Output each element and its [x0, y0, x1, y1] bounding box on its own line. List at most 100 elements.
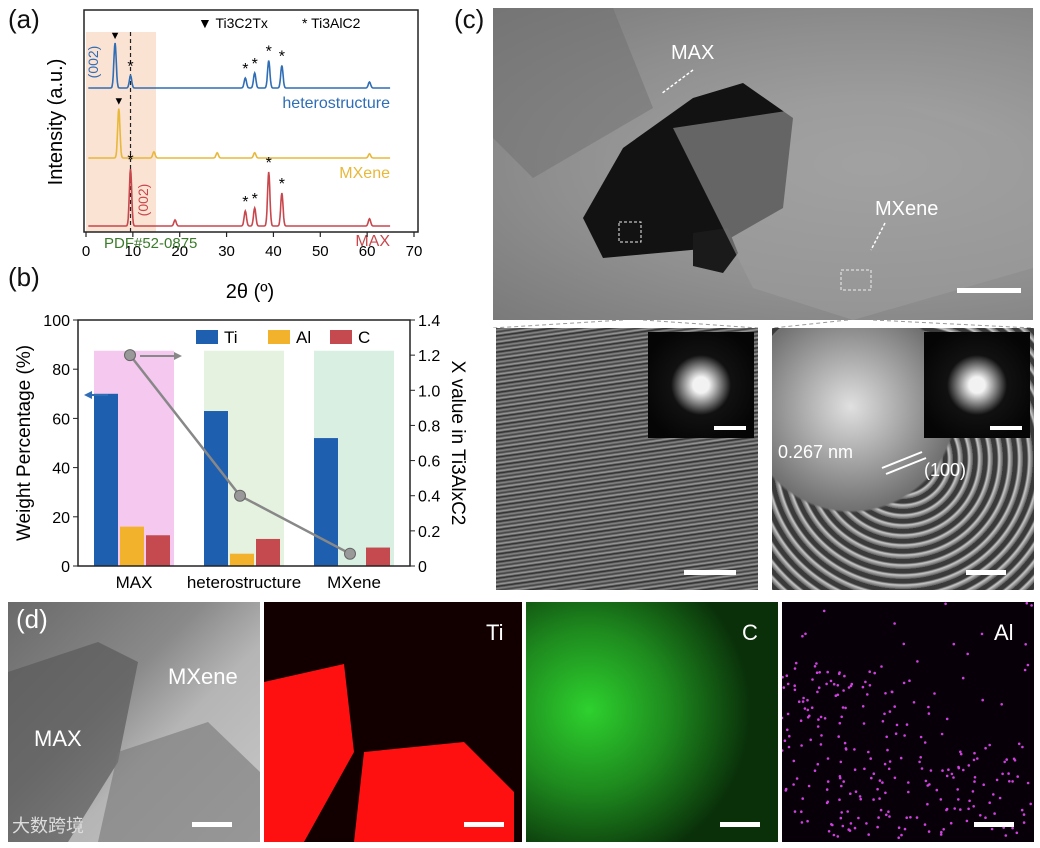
- hrtem-max-image: [496, 328, 758, 590]
- legend-label: Ti: [224, 328, 238, 347]
- bar-ti: [204, 411, 228, 566]
- eds-label-mxene: MXene: [168, 664, 238, 689]
- hrtem-mxene-image: 0.267 nm (100): [772, 328, 1034, 590]
- xrd-series-line: [88, 168, 391, 227]
- xrd-peak-marker: *: [266, 44, 272, 61]
- scale-bar: [684, 570, 736, 575]
- xrd-series-line: [88, 42, 391, 89]
- saed-max-inset: [648, 332, 754, 438]
- bar-y2tick-label: 1.4: [418, 313, 440, 330]
- left-arrow-head: [84, 391, 92, 399]
- xrd-peak-marker: *: [242, 61, 248, 78]
- xrd-peak-marker: *: [266, 155, 272, 172]
- highlight-band: [86, 32, 156, 232]
- xrd-series-label: heterostructure: [282, 95, 390, 112]
- plane-label: (100): [924, 460, 967, 480]
- bar-ti: [94, 393, 118, 566]
- eds-map-label-ti: Ti: [486, 620, 504, 645]
- panel-label-a: (a): [8, 4, 40, 34]
- bar-ytick-label: 0: [61, 559, 70, 576]
- xrd-ylabel: Intensity (a.u.): [45, 59, 67, 186]
- d-spacing-label: 0.267 nm: [778, 442, 854, 462]
- bar-ytick-label: 100: [43, 313, 70, 330]
- bar-ylabel: Weight Percentage (%): [14, 345, 35, 541]
- bar-c: [146, 535, 170, 566]
- xrd-series-line: [88, 108, 391, 159]
- legend-swatch: [330, 330, 352, 344]
- scale-bar: [720, 822, 760, 827]
- xrd-peak-marker: *: [242, 194, 248, 211]
- xrd-series-label: MXene: [339, 165, 390, 182]
- bar-category-label: heterostructure: [187, 573, 301, 592]
- bar-ytick-label: 60: [52, 411, 70, 428]
- bar-category-label: MXene: [327, 573, 381, 592]
- panel-label-c: (c): [454, 4, 485, 34]
- scale-bar: [192, 822, 232, 827]
- xrd-xlabel: 2θ (º): [226, 281, 274, 303]
- right-arrow-head: [174, 352, 182, 360]
- bar-y2tick-label: 0.2: [418, 524, 440, 541]
- legend-ti3alc2: * Ti3AlC2: [302, 15, 361, 31]
- watermark: 大数跨境: [12, 816, 84, 836]
- xrd-xtick-label: 30: [218, 243, 235, 260]
- xrd-peak-marker: *: [127, 152, 133, 169]
- bar-y2tick-label: 0.6: [418, 454, 440, 471]
- xrd-xtick-label: 0: [82, 243, 90, 260]
- xrd-peak-marker: *: [127, 59, 133, 76]
- xrd-xtick-label: 20: [171, 243, 188, 260]
- x-value-point: [124, 349, 136, 362]
- bar-al: [120, 526, 144, 566]
- bar-y2tick-label: 0.4: [418, 489, 440, 506]
- tem-label-max: MAX: [671, 42, 715, 64]
- eds-map-c: C: [526, 602, 778, 842]
- xrd-peak-marker: *: [252, 191, 258, 208]
- saed-mxene-inset: [924, 332, 1030, 438]
- legend-label: C: [358, 328, 370, 347]
- xrd-peak-marker: ▼: [110, 30, 121, 42]
- eds-map-al: Al: [782, 602, 1034, 842]
- eds-label-max: MAX: [34, 726, 82, 751]
- x-value-point: [234, 489, 246, 502]
- xrd-series-label: MAX: [355, 233, 390, 250]
- bar-c: [256, 538, 280, 566]
- bar-y2tick-label: 1.2: [418, 348, 440, 365]
- xrd-peak-marker: *: [252, 56, 258, 73]
- zoom-guides: [493, 320, 1033, 328]
- xrd-frame: [83, 9, 419, 233]
- eds-map-label-c: C: [742, 620, 758, 645]
- panel-label-d: (d): [16, 604, 48, 634]
- xrd-chart: heterostructure▼* * ** *MXene▼MAX** *** 0 10 2…: [45, 9, 423, 303]
- eds-map-label-al: Al: [994, 620, 1014, 645]
- xrd-peak-marker: *: [279, 176, 285, 193]
- bar-y2label: X value in Ti3AlxC2: [447, 361, 468, 526]
- legend-swatch: [196, 330, 218, 344]
- scale-bar: [464, 822, 504, 827]
- eds-tem-image: (d) MXene MAX 大数跨境: [8, 602, 260, 842]
- legend-label: Al: [296, 328, 311, 347]
- bar-al: [230, 553, 254, 566]
- bar-y2tick-label: 1.0: [418, 383, 440, 400]
- composition-chart: MAX heterostructure MXene 0 20 40 60 80 100 0 0.2 0…: [14, 313, 468, 592]
- label-002-top: (002): [85, 46, 101, 79]
- panel-label-b: (b): [8, 262, 40, 292]
- scale-bar: [966, 570, 1006, 575]
- label-002-bottom: (002): [135, 184, 151, 217]
- bar-ytick-label: 20: [52, 510, 70, 527]
- xrd-xtick-label: 40: [265, 243, 282, 260]
- xrd-peak-marker: ▼: [113, 96, 124, 108]
- xrd-xtick-label: 10: [125, 243, 142, 260]
- bar-ytick-label: 40: [52, 461, 70, 478]
- scale-bar: [974, 822, 1014, 827]
- bar-c: [366, 547, 390, 566]
- xrd-xtick-label: 50: [312, 243, 329, 260]
- eds-map-ti: Ti: [264, 602, 522, 842]
- x-value-point: [344, 547, 356, 560]
- bar-frame: [77, 319, 411, 567]
- legend-swatch: [268, 330, 290, 344]
- legend-ti3c2tx: ▼ Ti3C2Tx: [198, 15, 268, 31]
- xrd-xtick-label: 60: [359, 243, 376, 260]
- bar-category-label: MAX: [116, 573, 153, 592]
- pdf-label: PDF#52-0875: [104, 235, 197, 252]
- xrd-xtick-label: 70: [406, 243, 423, 260]
- scale-bar: [957, 288, 1021, 293]
